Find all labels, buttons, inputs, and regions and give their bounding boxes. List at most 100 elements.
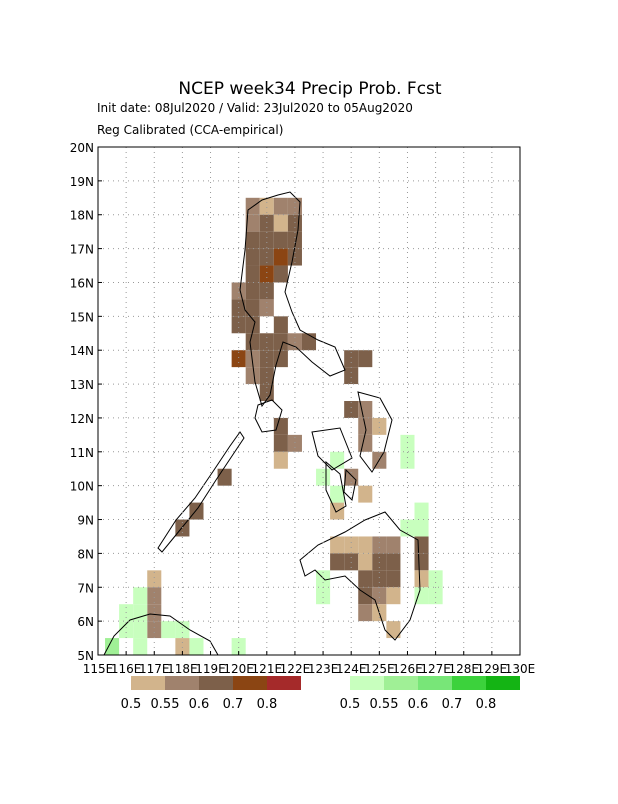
legend-label: 0.8 [476, 697, 497, 712]
prob-cell [245, 248, 260, 266]
legend-label: 0.8 [257, 697, 278, 712]
prob-cell [231, 316, 246, 334]
legend-swatch [486, 676, 520, 690]
prob-cell [273, 248, 288, 266]
y-tick-label: 15N [70, 310, 94, 324]
legend-label: 0.5 [121, 697, 142, 712]
prob-cell [273, 231, 288, 249]
prob-cell [344, 553, 359, 571]
prob-cell [259, 231, 274, 249]
coast [299, 511, 421, 641]
y-tick-label: 13N [70, 378, 94, 392]
x-tick-label: 120E [223, 662, 254, 676]
x-tick-label: 127E [420, 662, 451, 676]
prob-cell [175, 621, 190, 639]
y-tick-label: 20N [70, 141, 94, 155]
prob-cell [273, 333, 288, 351]
prob-cell [259, 367, 274, 385]
x-tick-label: 118E [167, 662, 198, 676]
legend-label: 0.6 [189, 697, 210, 712]
prob-cell [414, 502, 429, 520]
prob-cell [414, 553, 429, 571]
x-tick-label: 121E [252, 662, 283, 676]
coast [103, 613, 219, 656]
prob-cell [189, 502, 204, 520]
legend-swatch [267, 676, 301, 690]
legend-label: 0.5 [340, 697, 361, 712]
prob-cell [414, 570, 429, 588]
prob-cell [372, 553, 387, 571]
y-tick-label: 10N [70, 480, 94, 494]
prob-cell [133, 604, 148, 622]
prob-cell [273, 265, 288, 283]
legend-swatch [350, 676, 384, 690]
prob-cell [330, 536, 345, 554]
y-tick-label: 11N [70, 446, 94, 460]
x-tick-label: 122E [280, 662, 311, 676]
prob-cell [273, 451, 288, 469]
prob-cell [287, 333, 302, 351]
prob-cell [358, 485, 373, 503]
prob-cell [428, 570, 443, 588]
y-tick-label: 7N [77, 581, 94, 595]
legend-label: 0.7 [442, 697, 463, 712]
prob-cell [414, 587, 429, 605]
graticule: 115E116E117E118E119E120E121E122E123E124E… [70, 141, 536, 676]
prob-cell [147, 621, 162, 639]
coast [357, 391, 393, 473]
prob-cell [358, 553, 373, 571]
prob-cell [161, 621, 176, 639]
title: NCEP week34 Precip Prob. Fcst [178, 79, 442, 99]
coast [343, 468, 357, 502]
prob-cell [344, 536, 359, 554]
y-tick-label: 18N [70, 209, 94, 223]
prob-cell [231, 638, 246, 655]
prob-cell [133, 621, 148, 639]
y-tick-label: 12N [70, 412, 94, 426]
prob-cell [287, 231, 302, 249]
prob-cell [259, 350, 274, 368]
prob-cell [372, 536, 387, 554]
prob-cell [259, 282, 274, 300]
legend-label: 0.55 [370, 697, 399, 712]
prob-cell [259, 214, 274, 232]
y-tick-label: 14N [70, 344, 94, 358]
prob-cell [273, 434, 288, 452]
x-tick-label: 126E [392, 662, 423, 676]
prob-cell [259, 197, 274, 215]
prob-cell [147, 570, 162, 588]
prob-cell [245, 214, 260, 232]
prob-cell [428, 587, 443, 605]
subtitle: Init date: 08Jul2020 / Valid: 23Jul2020 … [97, 101, 413, 115]
x-tick-label: 124E [336, 662, 367, 676]
x-tick-label: 130E [505, 662, 536, 676]
prob-cell [273, 316, 288, 334]
prob-cell [133, 587, 148, 605]
legend-label: 0.7 [223, 697, 244, 712]
x-tick-label: 128E [448, 662, 479, 676]
prob-cell [273, 214, 288, 232]
y-tick-label: 19N [70, 175, 94, 189]
coast [239, 191, 346, 408]
prob-cell [273, 197, 288, 215]
prob-cell [330, 485, 345, 503]
prob-cell [400, 451, 415, 469]
prob-cell [189, 638, 204, 655]
legend-swatch [418, 676, 452, 690]
legend-label: 0.6 [408, 697, 429, 712]
y-tick-label: 8N [77, 547, 94, 561]
subtitle: Reg Calibrated (CCA-empirical) [97, 123, 283, 137]
prob-cell [231, 350, 246, 368]
prob-cell [245, 333, 260, 351]
coast [325, 460, 347, 513]
prob-cell [386, 621, 401, 639]
x-tick-label: 123E [308, 662, 339, 676]
x-tick-label: 119E [195, 662, 226, 676]
prob-cell [386, 553, 401, 571]
prob-cell [358, 570, 373, 588]
prob-cell [386, 587, 401, 605]
y-tick-label: 17N [70, 243, 94, 257]
coast [157, 431, 245, 553]
prob-cell [344, 401, 359, 418]
legend-swatch [452, 676, 486, 690]
